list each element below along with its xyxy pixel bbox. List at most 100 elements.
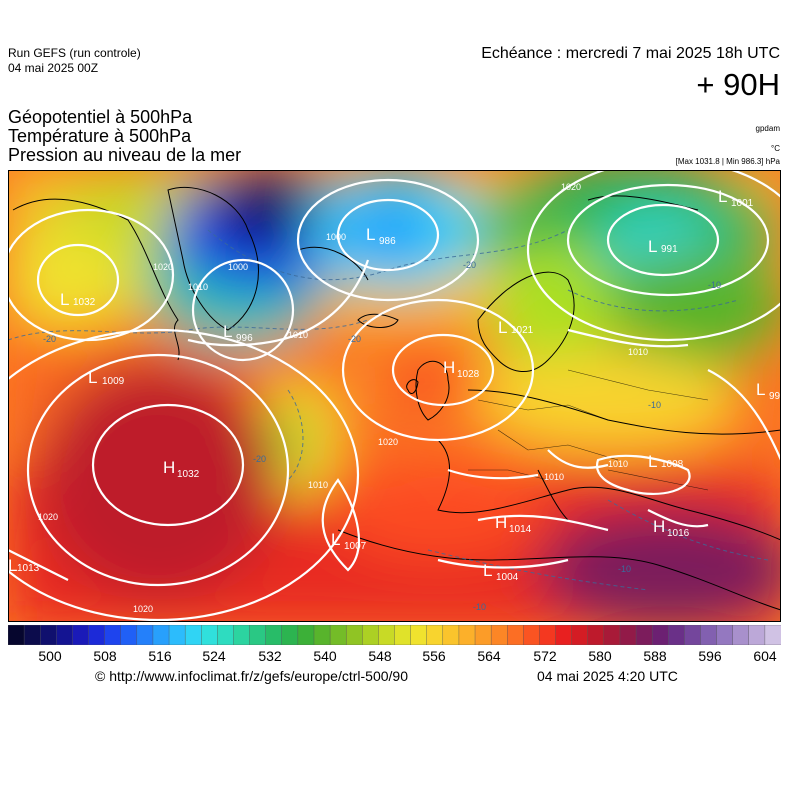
colorbar-tick: 588 [643,648,667,664]
colorbar-segment [394,625,412,645]
svg-text:L: L [60,290,69,309]
field-geopotential: Géopotentiel à 500hPa [8,107,193,127]
svg-text:L: L [718,187,727,206]
svg-text:1014: 1014 [509,524,532,535]
svg-text:L: L [331,530,340,549]
colorbar-segment [40,625,57,645]
colorbar-segment [201,625,218,645]
unit-celsius: °C [771,144,780,153]
colorbar-segment [426,625,444,645]
low-center: L 986 [366,225,396,247]
isotherm-labels: -20 -20 -20 -20 -10 -10 -10 -10 [43,260,721,612]
isotherm-label: -20 [253,454,266,464]
colorbar-segment [458,625,476,645]
svg-text:1028: 1028 [457,369,480,380]
svg-text:1013: 1013 [17,563,40,574]
colorbar-segment [8,625,25,645]
pressure-centers: H 1032 H 1028 H 1014 H 1016 L 986 L 991 L 1001 … [8,187,781,583]
arctic-islands [297,246,369,281]
colorbar-tick: 572 [533,648,557,664]
isobar-label: 1020 [38,512,58,522]
svg-text:996: 996 [236,333,253,344]
isobar-label: 1010 [544,472,564,482]
colorbar-segment [152,625,170,645]
colorbar-tick: 500 [38,648,62,664]
colorbar-segment [120,625,138,645]
low-center: L 1009 [88,368,125,387]
colorbar-tick: 564 [477,648,501,664]
colorbar-segment [555,625,573,645]
colorbar-segment [523,625,540,645]
svg-text:L: L [498,318,507,337]
svg-text:L: L [223,322,232,341]
colorbar-segment [684,625,701,645]
svg-text:L: L [756,380,765,399]
colorbar-tick: 532 [258,648,282,664]
svg-text:H: H [495,513,507,532]
svg-text:1009: 1009 [102,376,125,387]
colorbar-segment [329,625,347,645]
colorbar-segment [507,625,524,645]
coastlines [12,186,781,611]
low-center: L 991 [648,237,678,256]
italy-coast [537,469,569,521]
low-center: L 1004 [483,561,519,583]
isobar-label: 1000 [228,262,248,272]
colorbar-segment [297,625,315,645]
svg-text:1007: 1007 [344,541,367,552]
svg-text:L: L [8,556,17,575]
ireland-coast [406,379,419,395]
low-center: L 1007 [331,530,367,552]
isotherm-label: -20 [43,334,56,344]
isotherm-label: -10 [708,280,721,290]
high-center: H 1016 [653,517,690,539]
colorbar-segment [732,625,750,645]
colorbar-segment [249,625,267,645]
svg-text:L: L [648,237,657,256]
colorbar-segment [362,625,379,645]
run-model: Run GEFS (run controle) [8,46,141,60]
geopotential-field [8,170,781,622]
isobar-label: 1000 [326,232,346,242]
colorbar-segment [72,625,90,645]
colorbar-segment [233,625,251,645]
svg-text:991: 991 [661,244,678,255]
isobar-label: 1010 [308,480,328,490]
colorbar-segment [700,625,718,645]
isotherm-label: -20 [348,334,361,344]
isobar-label: 1020 [153,262,173,272]
svg-text:1021: 1021 [511,325,534,336]
med-north-coast [437,439,781,541]
svg-text:1004: 1004 [496,572,519,583]
iceland-coast [357,313,399,328]
unit-gpdam: gpdam [755,124,780,133]
greenland-canada-coast [12,198,180,361]
high-center: H 1028 [443,358,480,380]
svg-text:1001: 1001 [731,198,754,209]
colorbar-tick: 524 [202,648,226,664]
colorbar-tick: 604 [753,648,777,664]
colorbar-segment [603,625,621,645]
svg-text:99: 99 [769,391,781,402]
isobar-label: 1010 [288,330,308,340]
svg-text:L: L [483,561,492,580]
borders [468,369,709,491]
svg-text:1032: 1032 [177,469,200,480]
colorbar-segment [619,625,637,645]
colorbar-segment [88,625,106,645]
isobar-label: 1020 [133,604,153,614]
max-min-pressure: [Max 1031.8 | Min 986.3] hPa [675,157,780,166]
colorbar-segment [668,625,685,645]
colorbar-segment [635,625,653,645]
run-date: 04 mai 2025 00Z [8,61,99,75]
isotherm-label: -20 [463,260,476,270]
north-europe-coast [467,389,781,435]
svg-text:1032: 1032 [73,297,96,308]
svg-text:986: 986 [379,236,396,247]
colorbar-segment [378,625,395,645]
colorbar-segment [217,625,234,645]
colorbar-segment [651,625,669,645]
low-center: L 1021 [498,318,534,337]
isobar-label: 1010 [188,282,208,292]
run-info: Run GEFS (run controle) 04 mai 2025 00Z [8,46,141,76]
